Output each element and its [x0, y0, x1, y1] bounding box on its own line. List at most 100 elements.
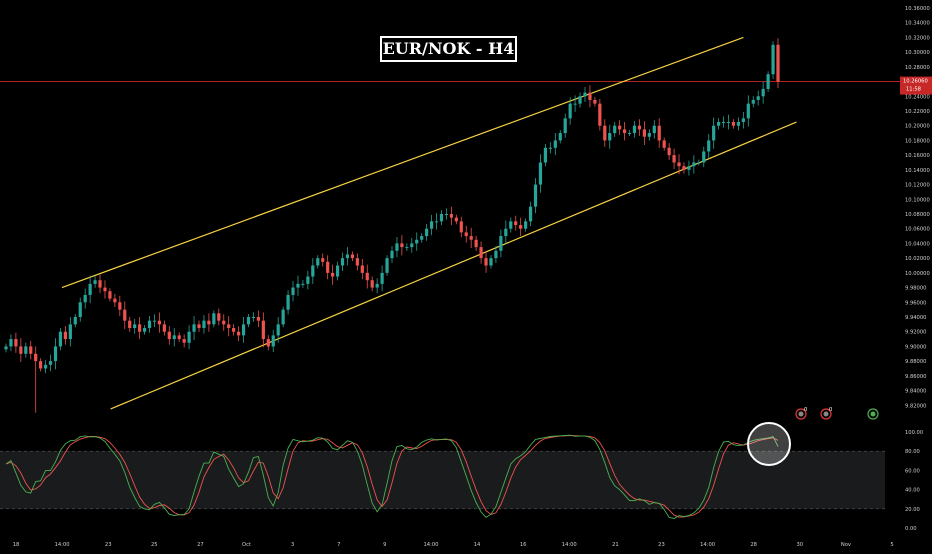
time-tick-label: 14:00: [55, 542, 70, 548]
candle-body: [637, 125, 642, 130]
candle-body: [528, 206, 533, 222]
candle-body: [494, 250, 498, 259]
event-marker-count: 0: [829, 407, 832, 413]
candle-body: [128, 320, 132, 329]
oscillator-tick-label: 20.00: [905, 507, 920, 513]
candle-body: [256, 317, 260, 321]
candle-body: [331, 272, 335, 277]
candle-body: [311, 265, 315, 277]
candle-body: [449, 214, 453, 218]
price-tick-label: 10.02000: [905, 256, 930, 262]
candle-body: [692, 162, 696, 167]
candle-body: [558, 133, 562, 141]
candle-body: [53, 346, 58, 362]
price-tick-label: 10.28000: [905, 65, 930, 71]
candle-body: [251, 317, 256, 318]
candle-body: [217, 313, 221, 321]
price-tick-label: 9.92000: [905, 330, 926, 336]
candle-body: [335, 265, 340, 277]
candle-body: [48, 361, 53, 365]
price-tick-label: 10.18000: [905, 138, 930, 144]
candle-body: [380, 272, 384, 284]
candle-body: [756, 96, 760, 100]
candle-body: [162, 324, 166, 332]
oscillator-tick-label: 0.00: [905, 526, 917, 532]
candle-body: [93, 280, 97, 284]
candle-body: [316, 258, 320, 266]
candle-body: [24, 346, 28, 354]
candle-body: [429, 221, 434, 229]
candle-body: [761, 88, 765, 97]
candle-body: [395, 243, 399, 251]
candle-body: [687, 166, 691, 170]
event-marker-icon[interactable]: [820, 408, 832, 420]
time-tick-label: 25: [151, 542, 158, 548]
candle-body: [741, 118, 745, 123]
candle-body: [721, 122, 726, 124]
candle-body: [504, 228, 508, 237]
price-tick-label: 10.32000: [905, 35, 930, 41]
candle-body: [345, 254, 350, 259]
candle-body: [548, 147, 552, 149]
event-marker-dot: [870, 411, 876, 417]
candle-body: [667, 147, 671, 156]
candle-body: [197, 324, 201, 329]
candle-body: [385, 258, 389, 273]
price-tick-label: 9.84000: [905, 389, 926, 395]
candle-body: [662, 140, 666, 148]
price-tick-label: 9.88000: [905, 359, 926, 365]
candle-body: [622, 129, 627, 134]
candle-body: [192, 324, 196, 332]
oscillator-band: [0, 451, 885, 509]
price-tick-label: 10.24000: [905, 94, 930, 100]
time-tick-label: 14:00: [562, 542, 577, 548]
candle-body: [434, 221, 439, 223]
candle-body: [306, 276, 310, 284]
time-tick-label: 3: [291, 542, 294, 548]
candle-body: [509, 221, 513, 229]
candle-body: [261, 320, 265, 340]
candle-body: [533, 184, 538, 207]
candle-body: [73, 317, 77, 325]
price-tick-label: 10.00000: [905, 271, 930, 277]
candle-body: [454, 217, 458, 222]
candle-body: [123, 309, 127, 321]
candle-body: [172, 335, 176, 340]
candle-body: [405, 247, 409, 249]
candle-body: [301, 283, 305, 285]
candle-body: [266, 339, 270, 347]
candle-body: [167, 331, 171, 340]
candle-body: [138, 324, 142, 332]
candle-body: [281, 309, 285, 325]
candle-body: [489, 258, 493, 266]
candle-body: [415, 239, 419, 244]
event-marker-icon[interactable]: [867, 408, 879, 420]
candle-body: [375, 283, 379, 288]
candle-body: [766, 74, 770, 89]
time-tick-label: 18: [13, 542, 20, 548]
candle-body: [444, 214, 449, 215]
candle-body: [29, 346, 33, 354]
candle-body: [499, 236, 503, 251]
candle-body: [677, 162, 681, 167]
price-tick-label: 10.06000: [905, 227, 930, 233]
candle-body: [618, 125, 622, 130]
candle-body: [326, 261, 330, 273]
event-marker-dot: [798, 411, 804, 417]
candle-body: [355, 258, 359, 266]
candle-body: [118, 302, 122, 310]
candle-body: [63, 331, 67, 340]
candle-body: [672, 155, 676, 163]
event-marker-icon[interactable]: [795, 408, 807, 420]
candle-body: [553, 140, 557, 148]
candle-body: [717, 122, 721, 126]
time-tick-label: 27: [197, 542, 204, 548]
candle-body: [350, 254, 355, 259]
candle-body: [776, 44, 780, 82]
candle-body: [771, 44, 775, 75]
time-tick-label: 14: [474, 542, 481, 548]
candle-body: [286, 294, 290, 310]
candle-body: [103, 287, 107, 292]
